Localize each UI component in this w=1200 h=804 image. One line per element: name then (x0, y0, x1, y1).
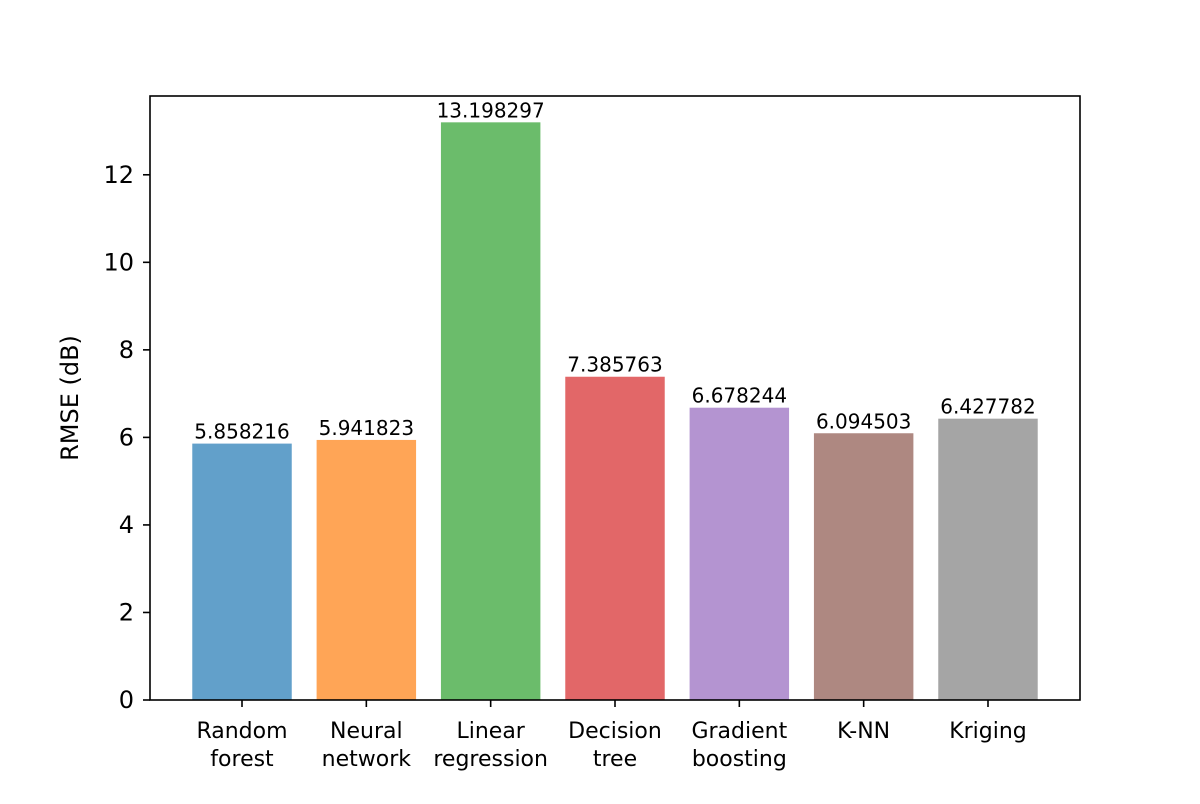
value-labels-layer: 5.858216 5.941823 13.198297 7.385763 6.67824… (194, 98, 1035, 443)
x-tick-label-line: boosting (692, 747, 787, 772)
x-tick-label-line: Random (196, 719, 287, 744)
y-tick-label-4: 8 (119, 336, 134, 364)
x-tick-label-line: Neural (330, 719, 403, 744)
y-axis-label: RMSE (dB) (56, 335, 84, 461)
x-tick-label-line: network (322, 747, 412, 772)
x-tick-label-line: Linear (456, 719, 525, 744)
bar-4 (689, 407, 790, 700)
x-tick-label-line: forest (210, 747, 274, 772)
x-tick-label-line: Gradient (691, 719, 787, 744)
bars-layer (192, 122, 1038, 701)
y-tick-label-0: 0 (119, 686, 134, 714)
bar-0 (192, 443, 292, 700)
bar-value-label-6: 6.427782 (940, 395, 1035, 419)
bar-value-label-0: 5.858216 (194, 420, 289, 444)
y-tick-label-2: 4 (119, 511, 134, 539)
x-tick-label-5: K-NN (837, 719, 890, 744)
bar-3 (565, 376, 665, 700)
bar-6 (938, 418, 1038, 700)
x-tick-label-3: Decision tree (568, 719, 662, 772)
plot-frame (149, 95, 1081, 701)
bar-2 (440, 122, 541, 701)
bar-value-label-1: 5.941823 (319, 416, 414, 440)
bar-value-label-5: 6.094503 (816, 409, 911, 433)
x-tick-label-2: Linear regression (433, 719, 548, 772)
x-tick-label-6: Kriging (949, 719, 1027, 744)
x-tick-label-4: Gradient boosting (691, 719, 787, 772)
x-tick-label-line: regression (433, 747, 548, 772)
x-tick-label-line: Kriging (949, 719, 1027, 744)
y-tick-label-6: 12 (103, 161, 134, 189)
y-axis: 0 2 4 6 8 10 12 (103, 161, 150, 714)
bar-1 (316, 439, 417, 700)
y-tick-label-3: 6 (119, 423, 134, 451)
x-tick-label-line: Decision (568, 719, 662, 744)
x-tick-label-0: Random forest (196, 719, 287, 772)
x-tick-label-line: K-NN (837, 719, 890, 744)
bar-5 (813, 433, 914, 700)
y-tick-label-1: 2 (119, 598, 134, 626)
bar-value-label-3: 7.385763 (567, 353, 662, 377)
x-tick-label-line: tree (593, 747, 637, 772)
x-axis: Random forest Neural network Linear regressio… (196, 700, 1027, 772)
y-tick-label-5: 10 (103, 248, 134, 276)
bar-value-label-4: 6.678244 (692, 384, 787, 408)
x-tick-label-1: Neural network (322, 719, 412, 772)
bar-value-label-2: 13.198297 (437, 98, 545, 122)
